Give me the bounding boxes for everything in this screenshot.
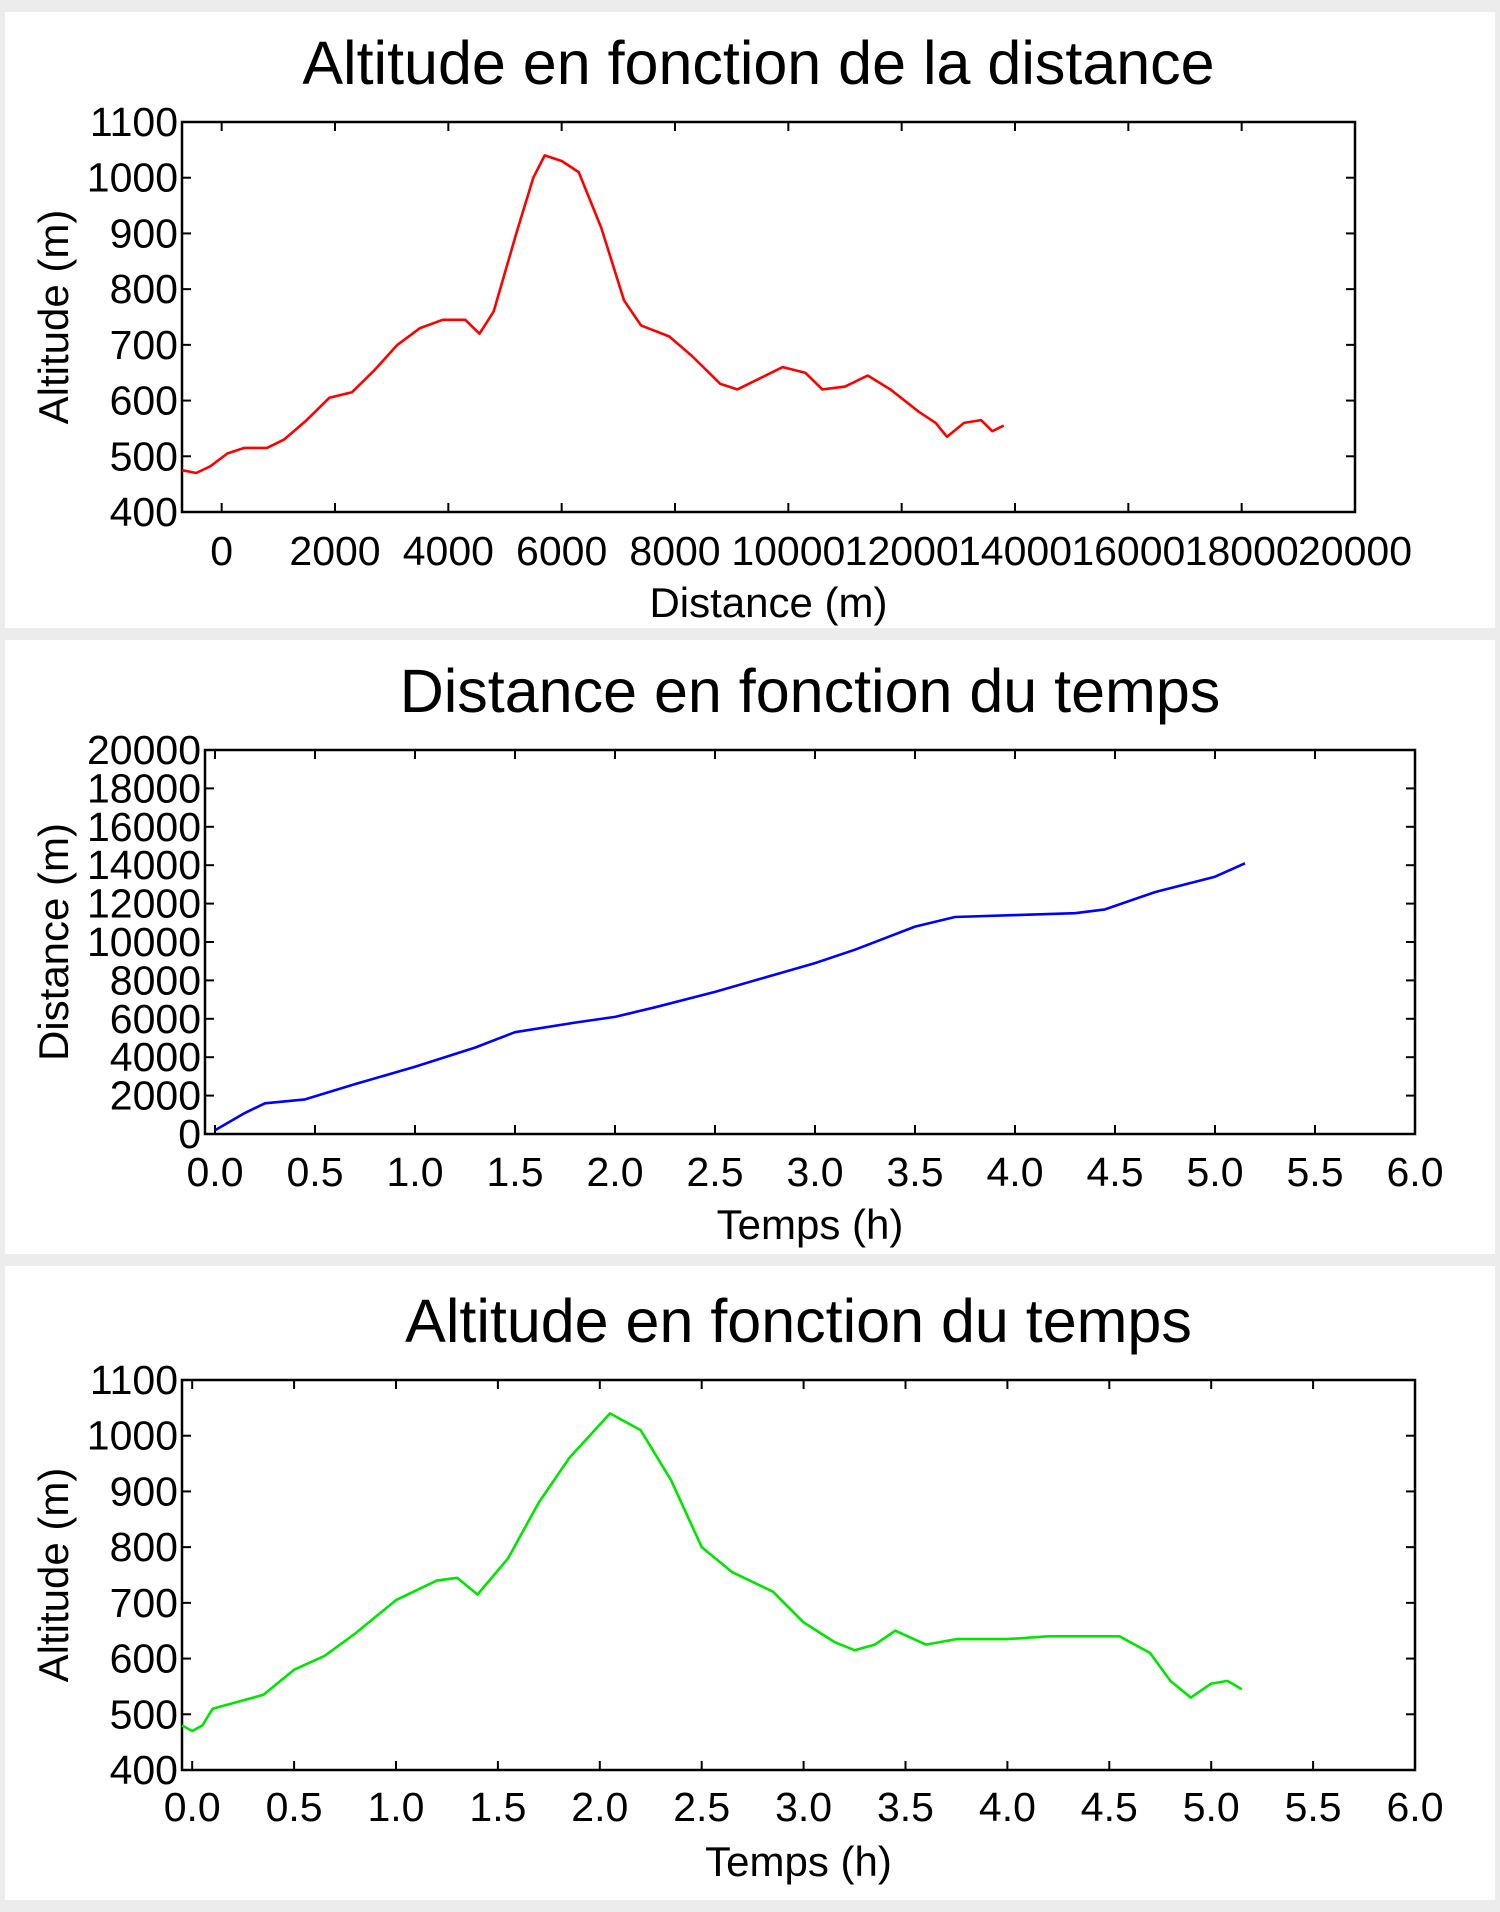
x-tick-label: 18000 [1185, 528, 1299, 574]
y-tick-label: 6000 [110, 996, 201, 1042]
y-tick-label: 2000 [110, 1073, 201, 1119]
y-tick-label: 900 [110, 210, 178, 256]
y-tick-label: 700 [110, 1580, 178, 1626]
x-tick-label: 2.0 [571, 1784, 628, 1830]
y-tick-label: 600 [110, 378, 178, 424]
x-tick-label: 10000 [731, 528, 845, 574]
x-tick-label: 6.0 [1387, 1784, 1444, 1830]
x-tick-label: 5.5 [1287, 1149, 1344, 1195]
chart-panel-altitude-time: Altitude en fonction du temps 400 500 600 70… [5, 1266, 1495, 1900]
series-line [181, 154, 1005, 475]
y-tick-label: 500 [110, 1691, 178, 1737]
chart-title: Altitude en fonction du temps [405, 1287, 1192, 1355]
y-tick-label: 400 [110, 1747, 178, 1793]
x-tick-label: 1.0 [367, 1784, 424, 1830]
x-axis-label: Distance (m) [649, 579, 887, 626]
x-tick-label: 4000 [403, 528, 494, 574]
x-tick-label: 20000 [1298, 528, 1412, 574]
y-tick-label: 800 [110, 1524, 178, 1570]
x-tick-label: 4.0 [979, 1784, 1036, 1830]
y-tick-label: 0 [178, 1111, 201, 1157]
plot-frame [180, 1378, 1417, 1772]
series-line [214, 862, 1246, 1132]
x-tick-label: 2.0 [587, 1149, 644, 1195]
chart-title: Altitude en fonction de la distance [302, 29, 1214, 97]
chart-altitude-time: Altitude en fonction du temps 400 500 600 70… [30, 1287, 1444, 1885]
x-tick-label: 12000 [845, 528, 959, 574]
x-tick-label: 5.5 [1285, 1784, 1342, 1830]
x-axis-label: Temps (h) [705, 1838, 892, 1885]
x-tick-label: 0.5 [287, 1149, 344, 1195]
x-tick-label: 0.0 [187, 1149, 244, 1195]
y-axis-label: Distance (m) [30, 823, 77, 1061]
x-tick-label: 4.5 [1081, 1784, 1138, 1830]
x-tick-label: 4.0 [987, 1149, 1044, 1195]
y-tick-label: 500 [110, 433, 178, 479]
chart-title: Distance en fonction du temps [400, 657, 1221, 725]
x-tick-label: 5.0 [1187, 1149, 1244, 1195]
y-tick-label: 400 [110, 489, 178, 535]
y-tick-label: 1100 [90, 1357, 178, 1403]
y-tick-label: 900 [110, 1468, 178, 1514]
y-tick-label: 14000 [87, 842, 201, 888]
y-tick-label: 800 [110, 266, 178, 312]
plot-frame [203, 748, 1417, 1136]
x-tick-label: 4.5 [1087, 1149, 1144, 1195]
x-tick-label: 2000 [289, 528, 380, 574]
x-tick-label: 3.5 [877, 1784, 934, 1830]
x-tick-label: 2.5 [673, 1784, 730, 1830]
x-tick-label: 16000 [1071, 528, 1185, 574]
x-tick-label: 0.0 [164, 1784, 221, 1830]
chart-panel-distance-time: Distance en fonction du temps 0 2000 4000 60… [5, 640, 1495, 1254]
y-tick-label: 4000 [110, 1034, 201, 1080]
y-tick-label: 20000 [87, 727, 201, 773]
series-line [181, 1412, 1243, 1733]
x-tick-label: 6.0 [1387, 1149, 1444, 1195]
x-tick-label: 8000 [629, 528, 720, 574]
x-tick-label: 3.0 [787, 1149, 844, 1195]
x-tick-label: 0.5 [266, 1784, 323, 1830]
chart-panel-altitude-distance: Altitude en fonction de la distance 400 50… [5, 12, 1495, 628]
y-tick-label: 1000 [87, 1413, 178, 1459]
y-tick-label: 700 [110, 322, 178, 368]
x-tick-label: 2.5 [687, 1149, 744, 1195]
x-tick-label: 5.0 [1183, 1784, 1240, 1830]
x-tick-label: 3.5 [887, 1149, 944, 1195]
x-tick-label: 1.0 [387, 1149, 444, 1195]
y-tick-label: 8000 [110, 957, 201, 1003]
y-tick-label: 16000 [87, 804, 201, 850]
x-tick-label: 14000 [958, 528, 1072, 574]
x-axis-label: Temps (h) [717, 1201, 904, 1248]
y-tick-label: 12000 [87, 881, 201, 927]
x-tick-label: 1.5 [469, 1784, 526, 1830]
y-tick-label: 1100 [90, 99, 178, 145]
x-tick-label: 3.0 [775, 1784, 832, 1830]
x-tick-label: 1.5 [487, 1149, 544, 1195]
x-tick-label: 6000 [516, 528, 607, 574]
y-axis-label: Altitude (m) [30, 210, 77, 425]
y-tick-label: 600 [110, 1636, 178, 1682]
x-tick-label: 0 [210, 528, 233, 574]
chart-altitude-distance: Altitude en fonction de la distance 400 50… [30, 29, 1412, 626]
y-tick-label: 18000 [87, 765, 201, 811]
y-tick-label: 1000 [87, 155, 178, 201]
y-tick-label: 10000 [87, 919, 201, 965]
y-axis-label: Altitude (m) [30, 1468, 77, 1683]
plot-frame [180, 120, 1357, 514]
chart-distance-time: Distance en fonction du temps 02000400060… [30, 657, 1444, 1248]
